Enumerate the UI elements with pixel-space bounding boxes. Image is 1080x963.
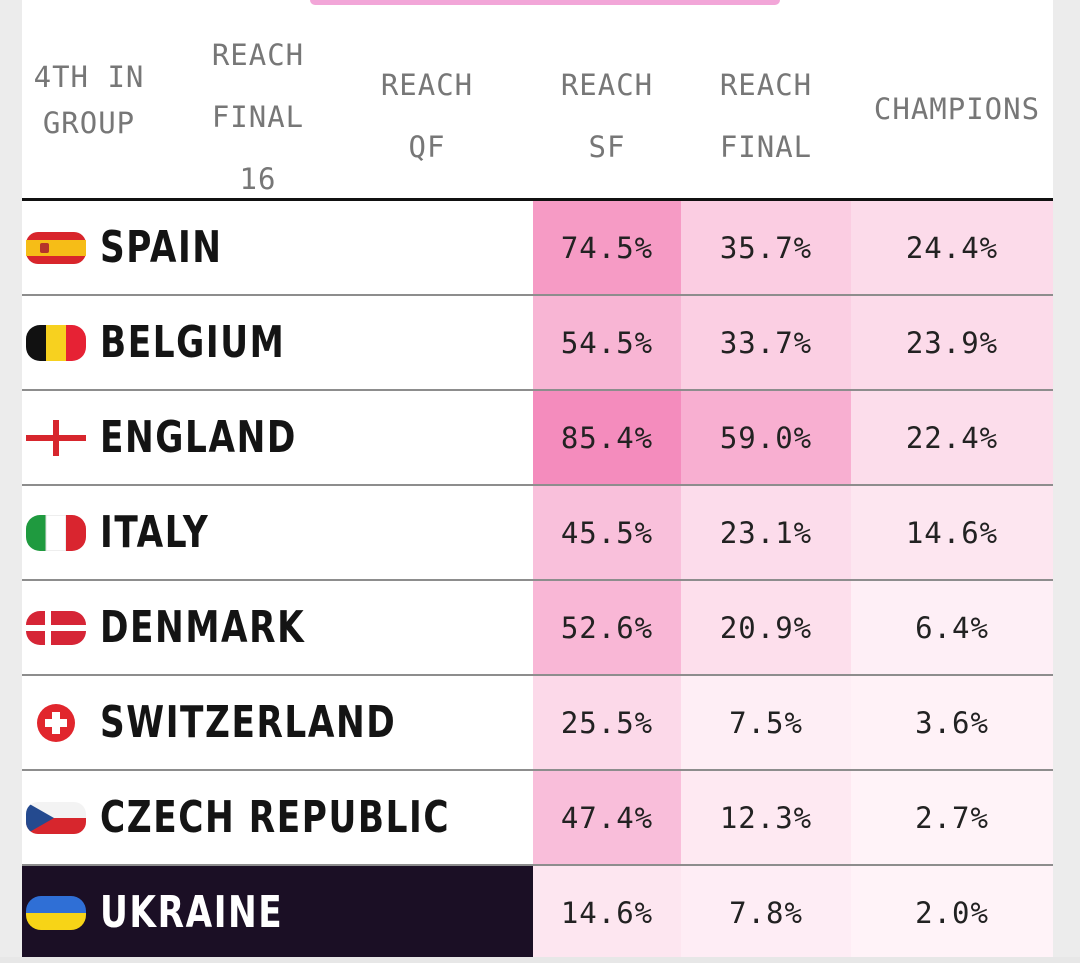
table-row: ENGLAND 85.4% 59.0% 22.4% [22,391,1053,486]
header-4th-in-group: 4TH IN GROUP [33,60,145,140]
reach-final-value: 59.0% [681,391,851,484]
table-row: SPAIN 74.5% 35.7% 24.4% [22,201,1053,296]
team-cell: UKRAINE [22,866,533,959]
header-reach-final-16: REACH FINAL 16 [211,38,305,196]
team-name: BELGIUM [100,317,286,368]
team-name: DENMARK [100,602,306,653]
reach-sf-value: 85.4% [533,391,681,484]
reach-sf-value: 54.5% [533,296,681,389]
team-cell: CZECH REPUBLIC [22,771,533,864]
reach-final-value: 12.3% [681,771,851,864]
czech-flag-icon [26,798,86,838]
team-name: UKRAINE [100,887,284,938]
reach-final-value: 33.7% [681,296,851,389]
top-accent-bar [310,0,780,5]
right-border [1053,0,1080,963]
champions-value: 24.4% [851,201,1053,294]
team-name: SPAIN [100,222,223,273]
reach-sf-value: 25.5% [533,676,681,769]
reach-sf-value: 45.5% [533,486,681,579]
reach-final-value: 7.8% [681,866,851,959]
team-cell: SWITZERLAND [22,676,533,769]
team-name: CZECH REPUBLIC [100,792,451,843]
reach-final-value: 20.9% [681,581,851,674]
reach-final-value: 35.7% [681,201,851,294]
champions-value: 14.6% [851,486,1053,579]
team-cell: DENMARK [22,581,533,674]
champions-value: 2.7% [851,771,1053,864]
table-header: 4TH IN GROUP REACH FINAL 16 REACH QF REA… [22,0,1053,201]
team-cell: ITALY [22,486,533,579]
champions-value: 23.9% [851,296,1053,389]
table-row: UKRAINE 14.6% 7.8% 2.0% [22,866,1053,961]
italy-flag-icon [26,513,86,553]
header-reach-qf: REACH QF [380,68,474,164]
team-cell: BELGIUM [22,296,533,389]
champions-value: 2.0% [851,866,1053,959]
table-row: ITALY 45.5% 23.1% 14.6% [22,486,1053,581]
bottom-border [0,957,1080,963]
belgium-flag-icon [26,323,86,363]
reach-sf-value: 52.6% [533,581,681,674]
reach-sf-value: 14.6% [533,866,681,959]
reach-final-value: 23.1% [681,486,851,579]
champions-value: 22.4% [851,391,1053,484]
header-champions: CHAMPIONS [873,92,1041,126]
table-row: DENMARK 52.6% 20.9% 6.4% [22,581,1053,676]
team-cell: ENGLAND [22,391,533,484]
denmark-flag-icon [26,608,86,648]
left-border [0,0,22,963]
ukraine-flag-icon [26,893,86,933]
reach-sf-value: 74.5% [533,201,681,294]
spain-flag-icon [26,228,86,268]
champions-value: 6.4% [851,581,1053,674]
table-row: SWITZERLAND 25.5% 7.5% 3.6% [22,676,1053,771]
switzerland-flag-icon [26,703,86,743]
team-name: SWITZERLAND [100,697,397,748]
header-reach-final: REACH FINAL [719,68,813,164]
team-name: ITALY [100,507,210,558]
header-reach-sf: REACH SF [560,68,654,164]
champions-value: 3.6% [851,676,1053,769]
team-cell: SPAIN [22,201,533,294]
reach-sf-value: 47.4% [533,771,681,864]
table-row: CZECH REPUBLIC 47.4% 12.3% 2.7% [22,771,1053,866]
table-row: BELGIUM 54.5% 33.7% 23.9% [22,296,1053,391]
team-name: ENGLAND [100,412,297,463]
reach-final-value: 7.5% [681,676,851,769]
england-flag-icon [26,417,86,458]
